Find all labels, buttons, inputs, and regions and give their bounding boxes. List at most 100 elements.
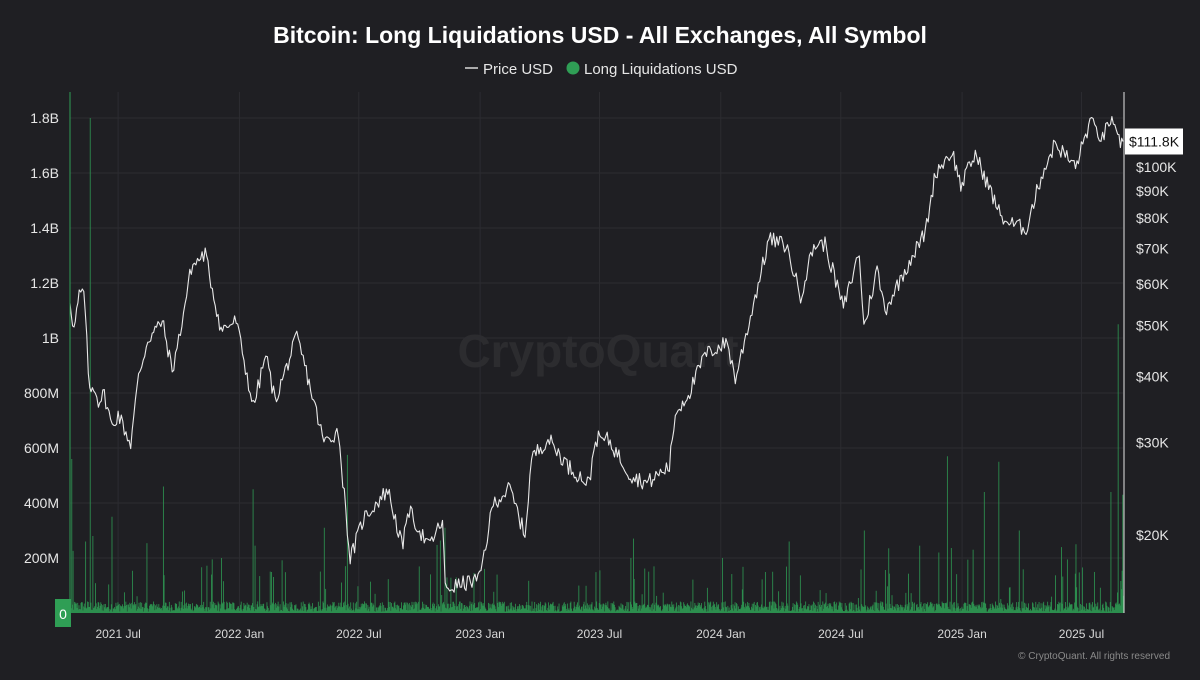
x-axis-tick-label: 2022 Jan <box>215 627 264 641</box>
liquidation-bar <box>966 610 967 613</box>
liquidation-bar <box>534 601 536 613</box>
liquidation-bar <box>1036 610 1038 613</box>
liquidation-bar <box>577 602 578 613</box>
liquidation-bar <box>71 604 73 613</box>
liquidation-bar <box>980 608 982 613</box>
liquidation-bar <box>1074 602 1076 613</box>
liquidation-bar <box>185 608 187 613</box>
liquidation-bar <box>176 607 178 613</box>
liquidation-bar <box>666 603 668 613</box>
liquidation-bar <box>590 609 592 613</box>
liquidation-bar <box>757 605 759 613</box>
chart-title: Bitcoin: Long Liquidations USD - All Exc… <box>273 22 927 48</box>
liquidation-bar <box>709 602 711 613</box>
liquidation-bar <box>703 607 705 613</box>
liquidation-bar <box>87 602 89 613</box>
liquidation-bar <box>418 601 420 613</box>
liquidation-bar <box>741 589 743 613</box>
liquidation-bar <box>301 610 303 613</box>
liquidation-bar <box>701 603 702 613</box>
liquidation-bar <box>415 604 417 613</box>
liquidation-bar <box>334 607 336 613</box>
liquidation-bar <box>885 603 887 613</box>
liquidation-bar <box>570 601 572 613</box>
liquidation-bar <box>280 609 282 613</box>
liquidation-bar <box>255 609 257 613</box>
liquidation-bar <box>655 602 657 613</box>
liquidation-bar <box>186 602 187 613</box>
liquidation-bar <box>209 609 211 613</box>
liquidation-bar <box>1038 602 1040 613</box>
liquidation-bar <box>950 547 952 613</box>
liquidation-bar <box>327 604 329 613</box>
liquidation-bar <box>1035 601 1037 613</box>
liquidation-bar <box>423 603 425 613</box>
liquidation-bar <box>1048 605 1050 613</box>
liquidation-bar <box>894 608 896 613</box>
liquidation-bar <box>181 607 183 613</box>
liquidation-bar <box>713 605 715 613</box>
liquidation-bar <box>714 603 716 613</box>
liquidation-bar <box>1087 609 1089 613</box>
liquidation-bar <box>501 601 503 613</box>
liquidation-bar <box>1107 611 1109 613</box>
liquidation-bar <box>372 603 374 613</box>
liquidation-bar <box>328 606 330 613</box>
liquidation-bar <box>893 606 895 613</box>
liquidation-bar <box>378 606 380 613</box>
liquidation-bar <box>681 606 683 613</box>
liquidation-bar <box>245 605 247 613</box>
liquidation-bar <box>803 605 805 613</box>
liquidation-bar <box>588 605 590 613</box>
liquidation-bar <box>418 566 420 613</box>
liquidation-bar <box>428 608 430 613</box>
liquidation-bar <box>511 610 513 613</box>
liquidation-bar <box>795 601 797 613</box>
legend-price-label[interactable]: Price USD <box>483 61 553 78</box>
liquidation-bar <box>1076 587 1078 613</box>
liquidation-bar <box>970 604 971 613</box>
liquidation-bar <box>599 570 601 613</box>
right-axis-current-value-label: $111.8K <box>1129 133 1180 149</box>
liquidation-bar <box>717 604 719 613</box>
liquidation-bar <box>195 603 197 613</box>
liquidation-bar <box>354 611 356 613</box>
liquidation-bar <box>984 602 986 613</box>
liquidation-bar <box>95 583 96 613</box>
liquidation-bar <box>299 610 301 613</box>
liquidation-bar <box>579 608 581 613</box>
liquidation-bar <box>803 605 805 613</box>
liquidation-bar <box>968 604 970 613</box>
liquidation-bar <box>753 601 755 613</box>
liquidation-bar <box>765 607 767 613</box>
liquidation-bar <box>530 611 532 613</box>
liquidation-bar <box>987 611 989 613</box>
liquidation-bar <box>1070 604 1072 613</box>
liquidation-bar <box>975 606 977 613</box>
liquidation-bar <box>784 611 785 613</box>
liquidation-bar <box>649 609 651 613</box>
liquidation-bar <box>478 602 480 613</box>
liquidation-bar <box>982 601 984 613</box>
legend-liquidations-label[interactable]: Long Liquidations USD <box>584 61 738 78</box>
liquidation-bar <box>307 609 309 613</box>
liquidation-bar <box>288 611 290 613</box>
liquidation-bar <box>392 606 394 613</box>
liquidation-bar <box>544 602 546 613</box>
liquidation-bar <box>1097 602 1099 613</box>
liquidation-bar <box>383 611 385 613</box>
liquidation-bar <box>615 610 617 613</box>
liquidation-bar <box>749 607 751 613</box>
liquidation-bar <box>509 610 511 613</box>
liquidation-bar <box>912 601 913 613</box>
liquidation-bar <box>284 572 286 613</box>
liquidation-bar <box>727 605 729 613</box>
liquidation-bar <box>762 608 764 613</box>
liquidation-bar <box>821 610 823 613</box>
liquidation-bar <box>761 604 762 613</box>
liquidation-bar <box>587 609 589 613</box>
liquidation-bar <box>771 601 773 613</box>
liquidation-bar <box>387 579 389 613</box>
liquidation-bar <box>505 611 507 613</box>
liquidation-bar <box>513 609 515 613</box>
